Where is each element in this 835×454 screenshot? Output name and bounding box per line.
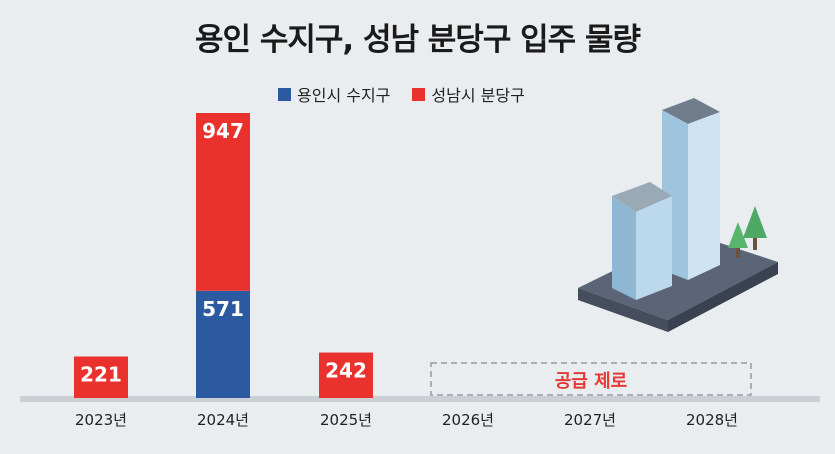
bar-suji-1 [196, 290, 250, 398]
zero-supply-box [430, 362, 752, 396]
legend: 용인시 수지구 성남시 분당구 [278, 82, 547, 106]
bar-value-label: 242 [325, 359, 367, 383]
legend-label-bundang: 성남시 분당구 [431, 86, 525, 105]
bar-bundang-2 [319, 352, 373, 398]
x-tick-label: 2028년 [686, 411, 738, 429]
x-tick-label: 2024년 [197, 411, 249, 429]
bar-bundang-1 [196, 113, 250, 291]
x-tick-label: 2026년 [442, 411, 494, 429]
x-tick-label: 2025년 [320, 411, 372, 429]
x-tick-label: 2023년 [75, 411, 127, 429]
zero-supply-label: 공급 제로 [555, 371, 628, 392]
building-illustration [578, 98, 778, 332]
legend-item-suji: 용인시 수지구 [278, 82, 390, 106]
x-tick-label: 2027년 [564, 411, 616, 429]
bar-value-label: 947 [202, 119, 244, 143]
legend-item-bundang: 성남시 분당구 [412, 82, 525, 106]
legend-swatch-suji [278, 87, 291, 101]
chart-title: 용인 수지구, 성남 분당구 입주 물량 [194, 22, 641, 58]
legend-label-suji: 용인시 수지구 [297, 86, 391, 105]
baseline [20, 396, 820, 402]
bar-value-label: 221 [80, 363, 122, 387]
bar-bundang-0 [74, 356, 128, 398]
legend-swatch-bundang [412, 87, 426, 101]
bar-value-label: 571 [202, 297, 244, 321]
